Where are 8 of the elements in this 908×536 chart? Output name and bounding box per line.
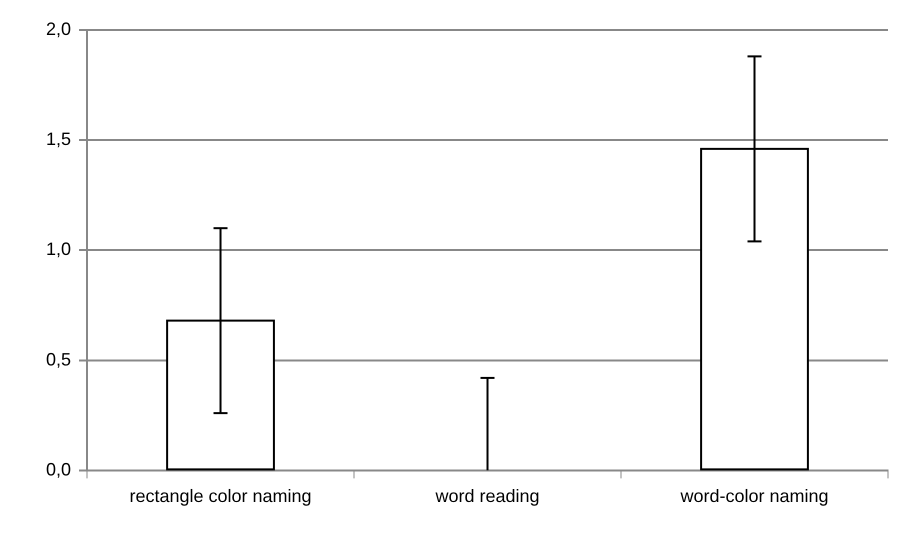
x-tick-label: word reading (434, 486, 540, 506)
y-tick-label: 1,0 (46, 239, 72, 260)
y-tick-label: 0,5 (46, 349, 72, 370)
y-tick-label: 0,0 (46, 459, 72, 480)
y-tick-label: 2,0 (46, 18, 72, 39)
y-tick-label: 1,5 (46, 129, 72, 150)
x-tick-label: rectangle color naming (129, 486, 312, 506)
x-tick-label: word-color naming (679, 486, 829, 506)
